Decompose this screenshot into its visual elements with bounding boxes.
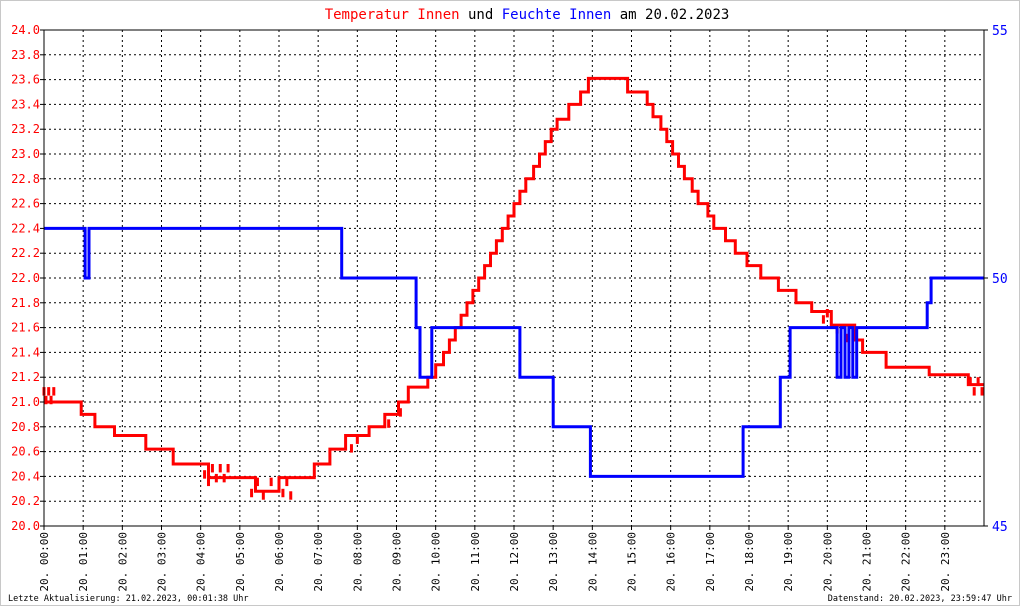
x-tick-label: 20. 00:00 <box>38 532 51 592</box>
chart-title: Temperatur Innen und Feuchte Innen am 20… <box>325 7 730 23</box>
x-tick-label: 20. 22:00 <box>900 532 913 592</box>
left-tick-label: 22.0 <box>11 271 40 285</box>
temperature-jitter-mark <box>203 470 207 479</box>
x-tick-label: 20. 13:00 <box>547 532 560 592</box>
left-tick-label: 21.8 <box>11 296 40 310</box>
temperature-jitter-mark <box>972 387 976 396</box>
left-tick-label: 20.0 <box>11 519 40 533</box>
left-tick-label: 23.8 <box>11 48 40 62</box>
temperature-jitter-mark <box>976 377 980 386</box>
series-line-temperature <box>44 76 984 493</box>
temperature-jitter-mark <box>980 387 984 396</box>
temperature-jitter-mark <box>226 464 230 473</box>
x-tick-label: 20. 18:00 <box>743 532 756 592</box>
x-tick-label: 20. 06:00 <box>273 532 286 592</box>
x-tick-label: 20. 10:00 <box>430 532 443 592</box>
x-tick-label: 20. 08:00 <box>351 532 364 592</box>
x-tick-label: 20. 23:00 <box>939 532 952 592</box>
temperature-jitter-mark <box>261 491 265 500</box>
right-axis: 45 50 55 <box>984 24 1008 535</box>
temperature-jitter-mark <box>255 477 259 487</box>
temperature-jitter-mark <box>214 473 218 483</box>
temperature-jitter-mark <box>250 488 254 498</box>
temperature-jitter-mark <box>218 464 222 473</box>
title-and: und <box>468 7 493 23</box>
title-sep2 <box>611 7 619 23</box>
temperature-jitter-mark <box>49 395 53 405</box>
left-axis: 20.0 20.2 20.4 20.6 20.8 21.0 21.2 21.4 21.6 21.8… <box>11 23 44 533</box>
x-tick-label: 20. 17:00 <box>704 532 717 592</box>
title-humidity: Feuchte Innen <box>502 7 612 23</box>
temperature-jitter-mark <box>210 464 214 473</box>
temperature-jitter-mark <box>47 387 51 396</box>
temperature-jitter-mark <box>398 408 402 417</box>
left-tick-label: 22.6 <box>11 197 40 211</box>
left-tick-label: 23.6 <box>11 73 40 87</box>
x-axis: 20. 00:00 20. 01:00 20. 02:00 20. 03:00 20. … <box>38 526 952 592</box>
x-tick-label: 20. 07:00 <box>312 532 325 592</box>
x-tick-label: 20. 09:00 <box>391 532 404 592</box>
temperature-jitter-mark <box>355 435 359 444</box>
temperature-jitter-mark <box>387 419 391 428</box>
footer-left: Letzte Aktualisierung: 21.02.2023, 00:01… <box>8 594 249 604</box>
plot-border <box>43 29 985 527</box>
temperature-jitter-mark <box>269 477 273 487</box>
left-tick-label: 21.6 <box>11 321 40 335</box>
right-tick-label: 55 <box>992 24 1008 39</box>
x-tick-label: 20. 02:00 <box>116 532 129 592</box>
left-tick-label: 20.6 <box>11 445 40 459</box>
left-tick-label: 22.4 <box>11 221 40 235</box>
temperature-jitter-mark <box>349 444 353 453</box>
left-tick-label: 20.4 <box>11 469 40 483</box>
left-tick-label: 22.8 <box>11 172 40 186</box>
temperature-jitter-mark <box>281 488 285 498</box>
left-tick-label: 23.4 <box>11 97 40 111</box>
x-tick-label: 20. 11:00 <box>469 532 482 592</box>
x-tick-label: 20. 19:00 <box>782 532 795 592</box>
temperature-jitter-mark <box>853 327 857 337</box>
title-und <box>460 7 468 23</box>
left-tick-label: 24.0 <box>11 23 40 37</box>
x-tick-label: 20. 15:00 <box>626 532 639 592</box>
x-tick-label: 20. 14:00 <box>586 532 599 592</box>
x-tick-label: 20. 12:00 <box>508 532 521 592</box>
left-tick-label: 21.0 <box>11 395 40 409</box>
left-tick-label: 23.0 <box>11 147 40 161</box>
left-tick-label: 21.2 <box>11 370 40 384</box>
left-tick-label: 21.4 <box>11 345 40 359</box>
footer-right: Datenstand: 20.02.2023, 23:59:47 Uhr <box>828 594 1012 604</box>
series-layer <box>42 76 984 500</box>
temperature-jitter-mark <box>821 315 825 324</box>
x-tick-label: 20. 01:00 <box>77 532 90 592</box>
x-tick-label: 20. 03:00 <box>156 532 169 592</box>
x-tick-label: 20. 16:00 <box>665 532 678 592</box>
left-tick-label: 23.2 <box>11 122 40 136</box>
temperature-jitter-mark <box>825 309 829 318</box>
left-tick-label: 20.2 <box>11 494 40 508</box>
temperature-jitter-mark <box>222 473 226 483</box>
title-sep <box>493 7 501 23</box>
right-tick-label: 50 <box>992 272 1008 287</box>
temperature-jitter-mark <box>845 333 849 343</box>
series-line-humidity <box>44 226 984 478</box>
left-tick-label: 22.2 <box>11 246 40 260</box>
temperature-jitter-mark <box>968 377 972 386</box>
right-tick-label: 45 <box>992 520 1008 535</box>
x-tick-label: 20. 20:00 <box>821 532 834 592</box>
temperature-jitter-mark <box>44 395 48 405</box>
title-temperature: Temperatur Innen <box>325 7 460 23</box>
x-tick-label: 20. 05:00 <box>234 532 247 592</box>
left-tick-label: 20.8 <box>11 420 40 434</box>
temperature-jitter-mark <box>289 491 293 500</box>
title-date: am 20.02.2023 <box>620 7 730 23</box>
temperature-jitter-mark <box>207 477 210 487</box>
x-tick-label: 20. 21:00 <box>861 532 874 592</box>
temperature-jitter-mark <box>285 477 289 487</box>
x-tick-label: 20. 04:00 <box>195 532 208 592</box>
temperature-jitter-mark <box>52 387 56 396</box>
